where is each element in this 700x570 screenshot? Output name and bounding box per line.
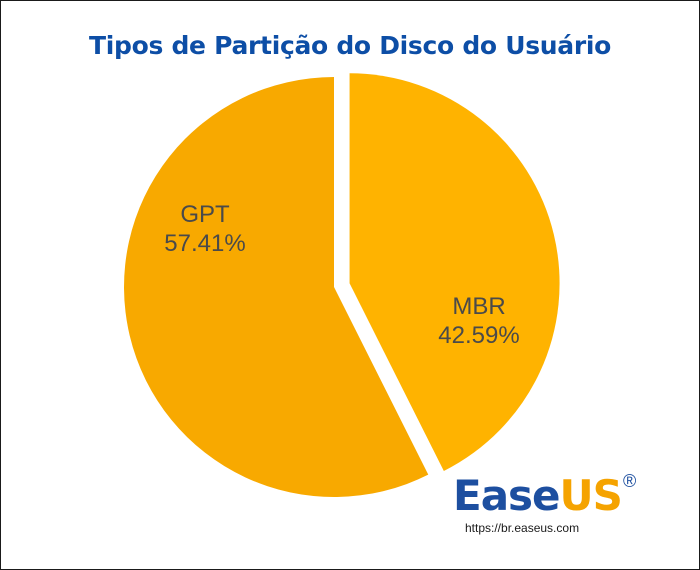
slice-label-mbr-name: MBR <box>452 293 505 320</box>
brand-name: EaseUS <box>453 471 623 520</box>
pie-slice-gpt <box>124 77 429 497</box>
slice-label-gpt-percent: 57.41% <box>164 230 245 257</box>
brand-url: https://br.easeus.com <box>465 521 580 535</box>
slice-label-gpt-name: GPT <box>180 201 230 228</box>
brand-name-ease: Ease <box>453 471 561 520</box>
easeus-logo: EaseUS ® https://br.easeus.com <box>441 471 641 541</box>
chart-title: Tipos de Partição do Disco do Usuário <box>88 31 612 60</box>
brand-name-us: US <box>559 471 623 520</box>
pie-slice-mbr <box>349 73 560 471</box>
registered-mark: ® <box>623 471 637 491</box>
slice-label-mbr-percent: 42.59% <box>438 322 519 349</box>
